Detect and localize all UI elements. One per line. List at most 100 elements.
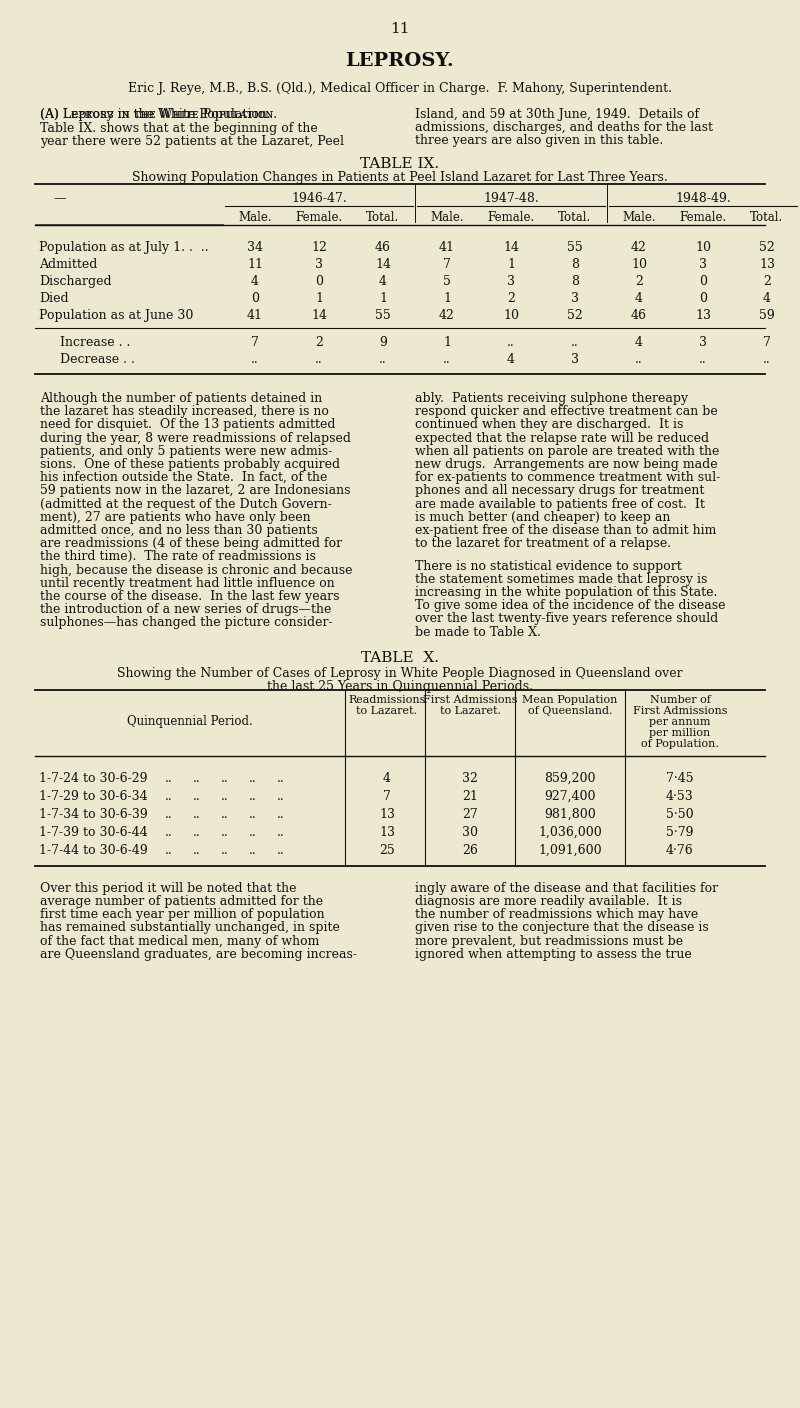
Text: over the last twenty-five years reference should: over the last twenty-five years referenc… bbox=[415, 612, 718, 625]
Text: Increase . .: Increase . . bbox=[60, 337, 130, 349]
Text: admissions, discharges, and deaths for the last: admissions, discharges, and deaths for t… bbox=[415, 121, 713, 134]
Text: 927,400: 927,400 bbox=[544, 790, 596, 803]
Text: First Admissions: First Admissions bbox=[633, 705, 727, 715]
Text: 859,200: 859,200 bbox=[544, 772, 596, 784]
Text: 55: 55 bbox=[567, 241, 583, 253]
Text: ..: .. bbox=[315, 353, 323, 366]
Text: 10: 10 bbox=[695, 241, 711, 253]
Text: ..: .. bbox=[221, 790, 229, 803]
Text: 59: 59 bbox=[759, 308, 775, 322]
Text: 5·50: 5·50 bbox=[666, 808, 694, 821]
Text: 3: 3 bbox=[699, 258, 707, 270]
Text: 1,091,600: 1,091,600 bbox=[538, 843, 602, 857]
Text: to Lazaret.: to Lazaret. bbox=[357, 705, 418, 715]
Text: expected that the relapse rate will be reduced: expected that the relapse rate will be r… bbox=[415, 432, 709, 445]
Text: 10: 10 bbox=[503, 308, 519, 322]
Text: 13: 13 bbox=[695, 308, 711, 322]
Text: ment), 27 are patients who have only been: ment), 27 are patients who have only bee… bbox=[40, 511, 310, 524]
Text: Population as at July 1. .  ..: Population as at July 1. . .. bbox=[39, 241, 209, 253]
Text: 1: 1 bbox=[443, 291, 451, 306]
Text: ..: .. bbox=[379, 353, 387, 366]
Text: 32: 32 bbox=[462, 772, 478, 784]
Text: are readmissions (4 of these being admitted for: are readmissions (4 of these being admit… bbox=[40, 538, 342, 551]
Text: 4·53: 4·53 bbox=[666, 790, 694, 803]
Text: sions.  One of these patients probably acquired: sions. One of these patients probably ac… bbox=[40, 458, 340, 472]
Text: 26: 26 bbox=[462, 843, 478, 857]
Text: 2: 2 bbox=[507, 291, 515, 306]
Text: the number of readmissions which may have: the number of readmissions which may hav… bbox=[415, 908, 698, 921]
Text: of the fact that medical men, many of whom: of the fact that medical men, many of wh… bbox=[40, 935, 319, 948]
Text: Admitted: Admitted bbox=[39, 258, 98, 270]
Text: sulphones—has changed the picture consider-: sulphones—has changed the picture consid… bbox=[40, 617, 333, 629]
Text: 7: 7 bbox=[251, 337, 259, 349]
Text: 0: 0 bbox=[251, 291, 259, 306]
Text: ..: .. bbox=[249, 772, 257, 784]
Text: year there were 52 patients at the Lazaret, Peel: year there were 52 patients at the Lazar… bbox=[40, 135, 344, 148]
Text: 1,036,000: 1,036,000 bbox=[538, 826, 602, 839]
Text: 3: 3 bbox=[507, 275, 515, 289]
Text: new drugs.  Arrangements are now being made: new drugs. Arrangements are now being ma… bbox=[415, 458, 718, 472]
Text: the course of the disease.  In the last few years: the course of the disease. In the last f… bbox=[40, 590, 339, 603]
Text: 7: 7 bbox=[383, 790, 391, 803]
Text: the third time).  The rate of readmissions is: the third time). The rate of readmission… bbox=[40, 551, 316, 563]
Text: 4: 4 bbox=[507, 353, 515, 366]
Text: Total.: Total. bbox=[750, 211, 784, 224]
Text: Male.: Male. bbox=[430, 211, 464, 224]
Text: 7: 7 bbox=[443, 258, 451, 270]
Text: ably.  Patients receiving sulphone thereapy: ably. Patients receiving sulphone therea… bbox=[415, 391, 688, 406]
Text: 25: 25 bbox=[379, 843, 395, 857]
Text: 3: 3 bbox=[699, 337, 707, 349]
Text: ..: .. bbox=[193, 808, 201, 821]
Text: Eric J. Reye, M.B., B.S. (Qld.), Medical Officer in Charge.  F. Mahony, Superint: Eric J. Reye, M.B., B.S. (Qld.), Medical… bbox=[128, 82, 672, 94]
Text: ingly aware of the disease and that facilities for: ingly aware of the disease and that faci… bbox=[415, 881, 718, 895]
Text: ..: .. bbox=[221, 808, 229, 821]
Text: 12: 12 bbox=[311, 241, 327, 253]
Text: 52: 52 bbox=[567, 308, 583, 322]
Text: There is no statistical evidence to support: There is no statistical evidence to supp… bbox=[415, 559, 682, 573]
Text: Population as at June 30: Population as at June 30 bbox=[39, 308, 194, 322]
Text: ..: .. bbox=[277, 772, 285, 784]
Text: 4: 4 bbox=[383, 772, 391, 784]
Text: the lazaret has steadily increased, there is no: the lazaret has steadily increased, ther… bbox=[40, 406, 329, 418]
Text: more prevalent, but readmissions must be: more prevalent, but readmissions must be bbox=[415, 935, 683, 948]
Text: ..: .. bbox=[193, 843, 201, 857]
Text: diagnosis are more readily available.  It is: diagnosis are more readily available. It… bbox=[415, 895, 682, 908]
Text: need for disquiet.  Of the 13 patients admitted: need for disquiet. Of the 13 patients ad… bbox=[40, 418, 335, 431]
Text: Decrease . .: Decrease . . bbox=[60, 353, 135, 366]
Text: ..: .. bbox=[249, 843, 257, 857]
Text: —: — bbox=[54, 191, 66, 206]
Text: Quinquennial Period.: Quinquennial Period. bbox=[127, 715, 253, 728]
Text: ..: .. bbox=[277, 826, 285, 839]
Text: LEPROSY.: LEPROSY. bbox=[346, 52, 454, 70]
Text: three years are also given in this table.: three years are also given in this table… bbox=[415, 134, 663, 146]
Text: 1: 1 bbox=[443, 337, 451, 349]
Text: be made to Table X.: be made to Table X. bbox=[415, 625, 541, 639]
Text: ..: .. bbox=[277, 843, 285, 857]
Text: Showing Population Changes in Patients at Peel Island Lazaret for Last Three Yea: Showing Population Changes in Patients a… bbox=[132, 170, 668, 184]
Text: ..: .. bbox=[193, 826, 201, 839]
Text: continued when they are discharged.  It is: continued when they are discharged. It i… bbox=[415, 418, 683, 431]
Text: 46: 46 bbox=[375, 241, 391, 253]
Text: ..: .. bbox=[277, 790, 285, 803]
Text: 14: 14 bbox=[375, 258, 391, 270]
Text: Island, and 59 at 30th June, 1949.  Details of: Island, and 59 at 30th June, 1949. Detai… bbox=[415, 108, 699, 121]
Text: 1: 1 bbox=[379, 291, 387, 306]
Text: patients, and only 5 patients were new admis-: patients, and only 5 patients were new a… bbox=[40, 445, 332, 458]
Text: 14: 14 bbox=[311, 308, 327, 322]
Text: 4·76: 4·76 bbox=[666, 843, 694, 857]
Text: 8: 8 bbox=[571, 258, 579, 270]
Text: 9: 9 bbox=[379, 337, 387, 349]
Text: ..: .. bbox=[221, 772, 229, 784]
Text: 0: 0 bbox=[699, 291, 707, 306]
Text: Readmissions: Readmissions bbox=[348, 694, 426, 705]
Text: 13: 13 bbox=[379, 808, 395, 821]
Text: 10: 10 bbox=[631, 258, 647, 270]
Text: 5: 5 bbox=[443, 275, 451, 289]
Text: 1-7-44 to 30-6-49: 1-7-44 to 30-6-49 bbox=[39, 843, 148, 857]
Text: Although the number of patients detained in: Although the number of patients detained… bbox=[40, 391, 322, 406]
Text: ..: .. bbox=[165, 843, 173, 857]
Text: Discharged: Discharged bbox=[39, 275, 112, 289]
Text: 2: 2 bbox=[315, 337, 323, 349]
Text: TABLE IX.: TABLE IX. bbox=[361, 158, 439, 170]
Text: are Queensland graduates, are becoming increas-: are Queensland graduates, are becoming i… bbox=[40, 948, 357, 960]
